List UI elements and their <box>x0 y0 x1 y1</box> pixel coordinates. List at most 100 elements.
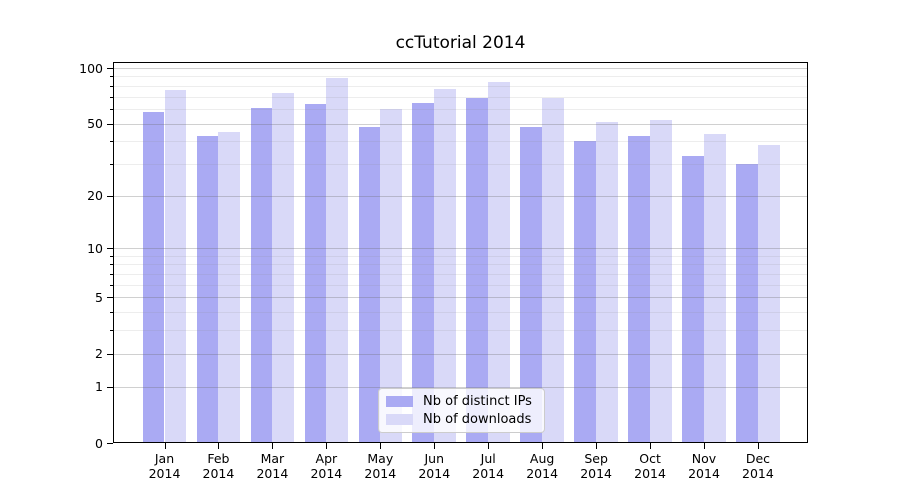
bar-distinct-ips <box>358 126 381 443</box>
bar-downloads <box>164 90 187 443</box>
minor-gridline <box>113 284 808 286</box>
bar-downloads <box>380 108 403 443</box>
bar-downloads <box>650 120 672 443</box>
minor-gridline <box>113 255 808 257</box>
y-tick-mark <box>107 443 113 444</box>
minor-gridline <box>113 141 808 143</box>
minor-gridline <box>113 85 808 87</box>
y-tick-mark <box>107 123 113 125</box>
x-tick-label: Aug 2014 <box>502 451 582 481</box>
x-tick-year: 2014 <box>364 466 397 481</box>
legend-label-distinct-ips: Nb of distinct IPs <box>423 394 532 410</box>
legend-swatch-downloads <box>386 413 413 425</box>
x-tick-month: Jan <box>154 451 175 466</box>
major-gridline <box>113 248 808 250</box>
bar-downloads <box>596 121 618 443</box>
bar-downloads <box>488 82 510 443</box>
y-tick-label: 50 <box>87 116 103 132</box>
x-tick-label: Sep 2014 <box>556 451 636 481</box>
y-minor-tick-mark <box>110 96 113 98</box>
x-tick-year: 2014 <box>202 466 235 481</box>
bar-distinct-ips <box>142 111 165 443</box>
x-tick-mark <box>218 443 220 449</box>
x-tick-month: Feb <box>207 451 230 466</box>
y-tick-label: 100 <box>79 60 103 76</box>
y-minor-tick-mark <box>110 85 113 87</box>
bar-downloads <box>326 78 349 443</box>
y-tick-label: 2 <box>95 346 103 362</box>
x-tick-month: Oct <box>639 451 661 466</box>
x-tick-label: Oct 2014 <box>610 451 690 481</box>
bar-downloads <box>704 133 726 443</box>
bar-distinct-ips <box>250 107 273 443</box>
y-tick-mark <box>107 297 113 299</box>
y-minor-tick-mark <box>110 76 113 78</box>
x-tick-month: Mar <box>260 451 285 466</box>
x-tick-month: Jun <box>424 451 445 466</box>
x-tick-label: Nov 2014 <box>664 451 744 481</box>
y-tick-mark <box>107 248 113 250</box>
x-tick-mark <box>704 443 705 449</box>
bar-distinct-ips <box>736 163 758 443</box>
y-minor-tick-mark <box>110 312 113 314</box>
bar-downloads <box>272 93 295 443</box>
bar-downloads <box>757 145 780 443</box>
minor-gridline <box>113 274 808 276</box>
bar-downloads <box>218 131 241 443</box>
bar-downloads <box>542 97 564 443</box>
x-tick-year: 2014 <box>256 466 289 481</box>
y-tick-mark <box>107 386 113 388</box>
minor-gridline <box>113 312 808 314</box>
y-minor-tick-mark <box>110 284 113 286</box>
x-tick-year: 2014 <box>472 466 505 481</box>
y-minor-tick-mark <box>110 108 113 110</box>
x-tick-year: 2014 <box>634 466 666 481</box>
legend-label-downloads: Nb of downloads <box>423 411 532 427</box>
x-tick-label: Feb 2014 <box>178 451 258 481</box>
major-gridline <box>113 297 808 299</box>
major-gridline <box>113 68 808 69</box>
minor-gridline <box>113 76 808 78</box>
y-minor-tick-mark <box>110 141 113 143</box>
bar-distinct-ips <box>196 135 219 443</box>
y-tick-mark <box>107 68 113 69</box>
y-minor-tick-mark <box>110 255 113 257</box>
x-tick-year: 2014 <box>580 466 612 481</box>
y-minor-tick-mark <box>110 163 113 165</box>
bar-distinct-ips <box>520 126 543 443</box>
x-tick-mark <box>542 443 544 449</box>
x-tick-year: 2014 <box>310 466 343 481</box>
x-tick-label: Apr 2014 <box>286 451 366 481</box>
x-tick-mark <box>272 443 274 449</box>
x-tick-month: Jul <box>480 451 496 466</box>
bar-distinct-ips <box>304 103 327 443</box>
y-tick-mark <box>107 353 113 355</box>
x-tick-mark <box>596 443 598 449</box>
x-tick-month: Aug <box>529 451 555 466</box>
major-gridline <box>113 195 808 197</box>
y-tick-label: 10 <box>87 240 103 256</box>
x-tick-year: 2014 <box>418 466 451 481</box>
y-tick-label: 1 <box>95 379 103 395</box>
y-tick-label: 5 <box>95 289 103 305</box>
legend: Nb of distinct IPs Nb of downloads <box>378 388 545 433</box>
x-tick-mark <box>380 443 382 449</box>
x-tick-month: May <box>367 451 394 466</box>
y-minor-tick-mark <box>110 330 113 332</box>
bar-distinct-ips <box>466 97 489 443</box>
x-tick-label: Jul 2014 <box>448 451 528 481</box>
x-tick-mark <box>488 443 490 449</box>
x-tick-label: Jun 2014 <box>394 451 474 481</box>
x-tick-mark <box>650 443 652 449</box>
minor-gridline <box>113 163 808 165</box>
x-tick-mark <box>434 443 436 449</box>
major-gridline <box>113 123 808 125</box>
minor-gridline <box>113 330 808 332</box>
bar-distinct-ips <box>574 141 597 443</box>
major-gridline <box>113 386 808 388</box>
y-minor-tick-mark <box>110 274 113 276</box>
x-tick-year: 2014 <box>148 466 181 481</box>
x-tick-month: Apr <box>315 451 338 466</box>
legend-item-distinct-ips: Nb of distinct IPs <box>386 394 536 409</box>
bar-distinct-ips <box>682 156 704 443</box>
